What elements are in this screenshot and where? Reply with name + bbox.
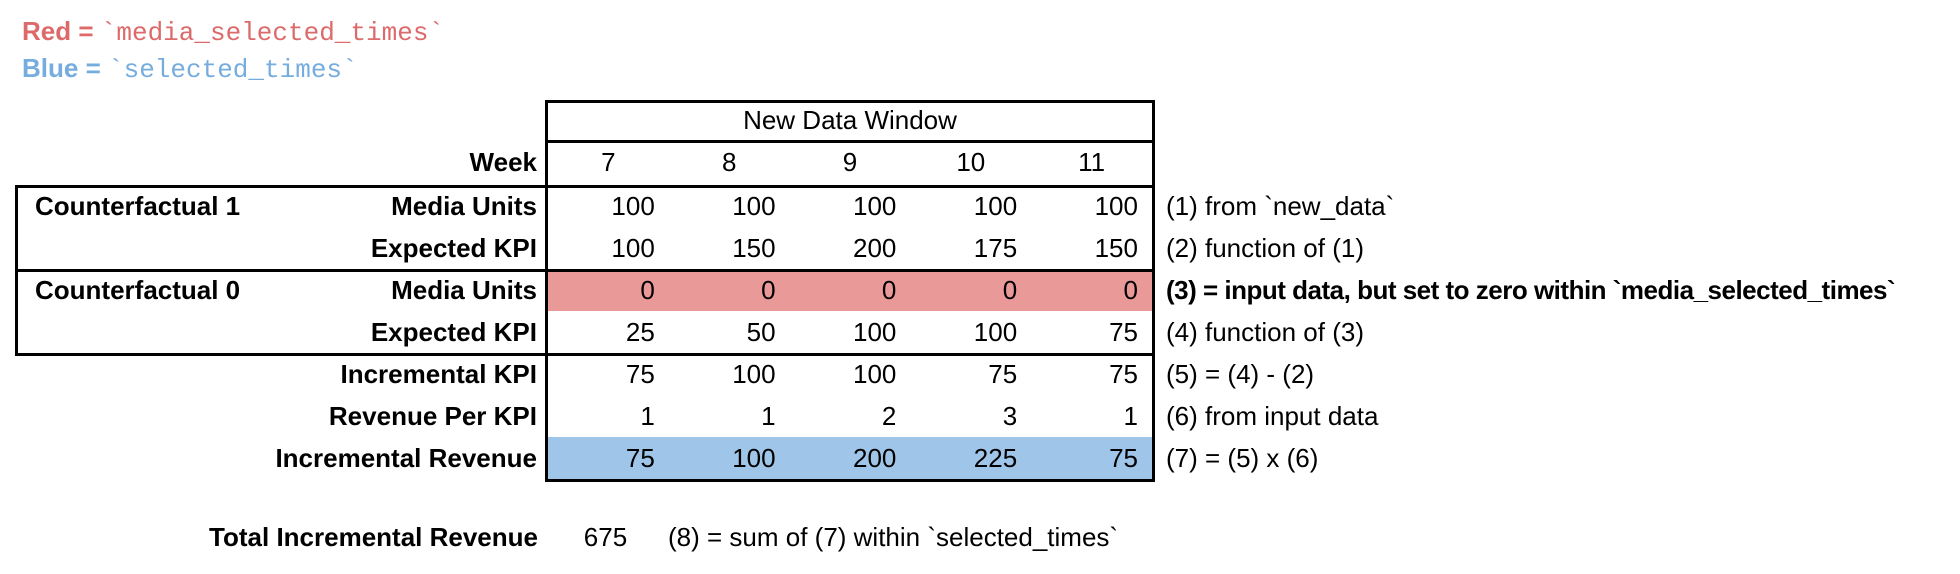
value-cell: 100	[611, 191, 655, 221]
week-header: 9	[842, 147, 858, 177]
row-annotation: (2) function of (1)	[1166, 233, 1364, 263]
legend-blue-code: `selected_times`	[107, 55, 358, 85]
row-label: Revenue Per KPI	[328, 401, 537, 431]
value-cell: 25	[625, 317, 655, 347]
highlight-red	[548, 269, 1152, 311]
border-cf1-bottom	[15, 269, 1155, 272]
value-cell: 200	[853, 233, 897, 263]
value-cell: 0	[1002, 275, 1018, 305]
value-cell: 100	[732, 443, 776, 473]
value-cell: 0	[640, 275, 655, 305]
value-cell: 100	[611, 233, 655, 263]
value-cell: 100	[732, 191, 776, 221]
group-label: Counterfactual 1	[35, 191, 241, 221]
value-cell: 200	[853, 443, 897, 473]
border-header-bottom	[15, 185, 1155, 188]
legend-red-code: `media_selected_times`	[100, 18, 445, 48]
row-label: Expected KPI	[370, 317, 537, 347]
value-cell: 2	[881, 401, 897, 431]
row-label: Incremental KPI	[340, 359, 537, 389]
value-cell: 225	[973, 443, 1018, 473]
legend-red-term: Red	[22, 16, 72, 46]
value-cell: 75	[625, 443, 655, 473]
row-label: Media Units	[391, 275, 537, 305]
value-cell: 100	[732, 359, 776, 389]
total-label: Total Incremental Revenue	[209, 522, 538, 552]
value-cell: 100	[973, 317, 1018, 347]
row-annotation: (3) = input data, but set to zero within…	[1166, 275, 1896, 305]
row-label: Expected KPI	[370, 233, 537, 263]
value-cell: 3	[1002, 401, 1018, 431]
legend-blue-term: Blue	[22, 53, 79, 83]
week-header: 8	[721, 147, 737, 177]
week-header: 10	[956, 147, 986, 177]
value-cell: 75	[625, 359, 655, 389]
legend-red-equals: =	[71, 16, 101, 46]
value-cell: 75	[988, 359, 1018, 389]
value-cell: 1	[1123, 401, 1138, 431]
value-cell: 100	[853, 359, 897, 389]
border-left-outer	[15, 185, 18, 356]
border-window-bottom	[545, 140, 1155, 143]
row-annotation: (5) = (4) - (2)	[1166, 359, 1315, 389]
value-cell: 100	[853, 191, 897, 221]
value-cell: 150	[732, 233, 776, 263]
total-value: 675	[583, 522, 628, 552]
border-column-divider	[545, 100, 548, 482]
legend-blue-line: Blue = `selected_times`	[22, 53, 358, 85]
value-cell: 50	[746, 317, 776, 347]
value-cell: 75	[1109, 443, 1138, 473]
value-cell: 100	[973, 191, 1018, 221]
week-header: 11	[1078, 147, 1106, 177]
total-annotation: (8) = sum of (7) within `selected_times`	[668, 522, 1119, 552]
highlight-blue	[548, 437, 1152, 479]
value-cell: 0	[881, 275, 897, 305]
row-label: Incremental Revenue	[275, 443, 537, 473]
value-cell: 1	[761, 401, 776, 431]
border-cf0-bottom	[15, 353, 1155, 356]
value-cell: 100	[853, 317, 897, 347]
value-cell: 75	[1109, 317, 1138, 347]
value-cell: 0	[1123, 275, 1138, 305]
row-label: Media Units	[391, 191, 537, 221]
border-table-bottom	[545, 479, 1155, 482]
row-annotation: (4) function of (3)	[1166, 317, 1364, 347]
border-window-top	[545, 100, 1155, 103]
window-title: New Data Window	[743, 105, 957, 135]
legend-red-line: Red = `media_selected_times`	[22, 16, 444, 48]
group-label: Counterfactual 0	[35, 275, 241, 305]
value-cell: 0	[761, 275, 776, 305]
week-header: 7	[601, 147, 616, 177]
week-row-label: Week	[469, 147, 537, 177]
value-cell: 150	[1094, 233, 1138, 263]
value-cell: 100	[1094, 191, 1138, 221]
border-right	[1152, 100, 1155, 482]
row-annotation: (1) from `new_data`	[1166, 191, 1395, 221]
value-cell: 1	[640, 401, 655, 431]
row-annotation: (7) = (5) x (6)	[1166, 443, 1319, 473]
legend-blue-equals: =	[78, 53, 108, 83]
value-cell: 175	[973, 233, 1018, 263]
value-cell: 75	[1109, 359, 1138, 389]
row-annotation: (6) from input data	[1166, 401, 1379, 431]
